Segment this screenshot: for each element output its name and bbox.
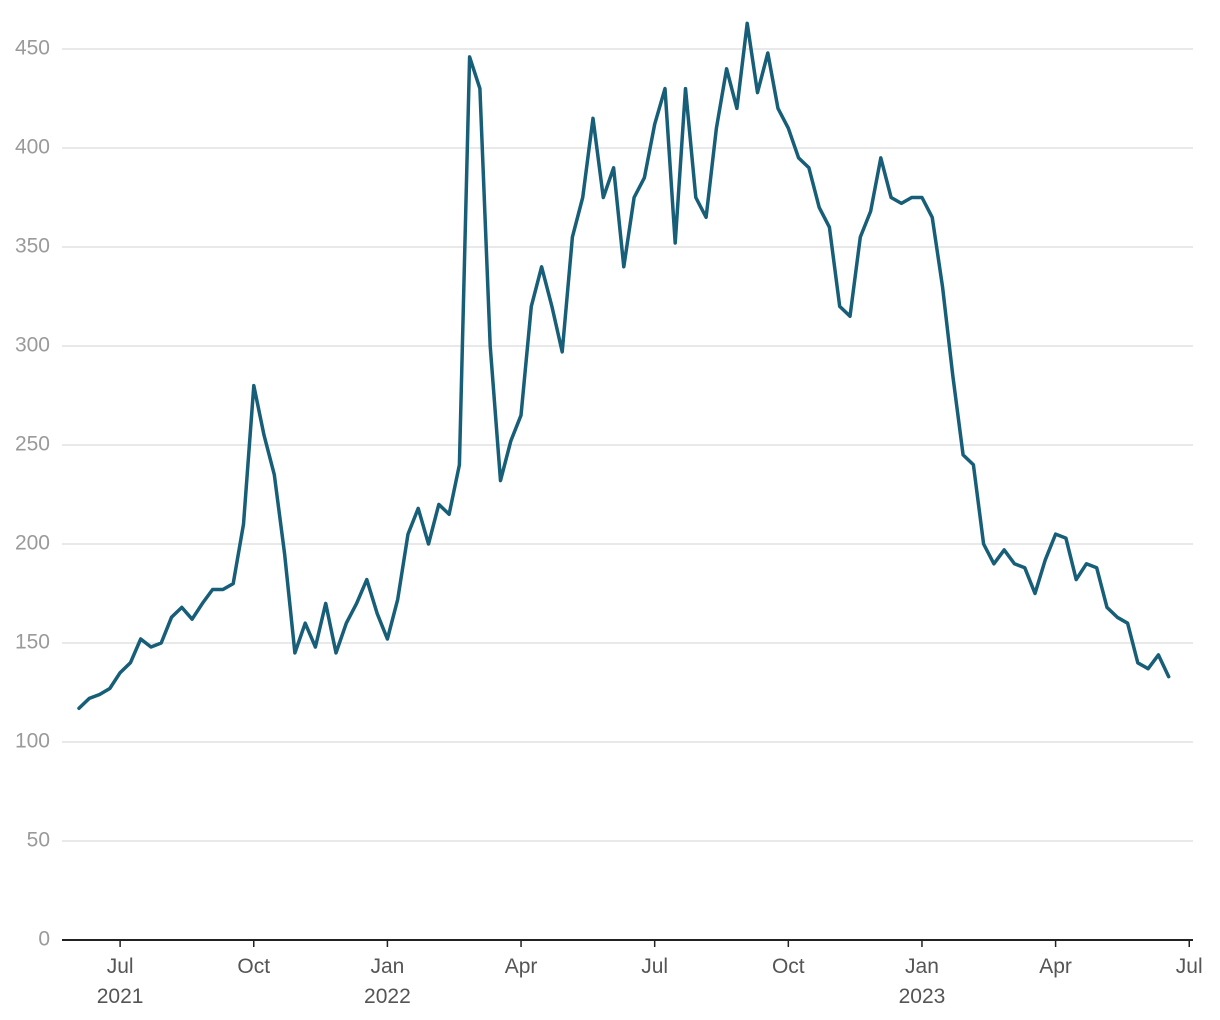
y-tick-label: 0	[38, 928, 50, 951]
y-tick-label: 300	[15, 334, 50, 357]
y-tick-label: 400	[15, 136, 50, 159]
x-tick-label: Jan 2022	[364, 955, 411, 1008]
x-tick-label: Jul 2021	[97, 955, 144, 1008]
y-tick-label: 150	[15, 631, 50, 654]
x-tick-label: Apr	[505, 955, 538, 978]
x-tick-label: Apr	[1039, 955, 1072, 978]
x-tick-label: Oct	[237, 955, 270, 978]
y-tick-label: 100	[15, 730, 50, 753]
y-tick-label: 350	[15, 235, 50, 258]
data-line	[77, 21, 1171, 711]
x-tick-label: Jul	[1176, 955, 1203, 978]
y-tick-label: 450	[15, 37, 50, 60]
x-tick-label: Jan 2023	[899, 955, 946, 1008]
y-tick-label: 50	[27, 829, 50, 852]
y-tick-label: 200	[15, 532, 50, 555]
x-tick-label: Oct	[772, 955, 805, 978]
y-tick-label: 250	[15, 433, 50, 456]
x-tick-label: Jul	[641, 955, 668, 978]
